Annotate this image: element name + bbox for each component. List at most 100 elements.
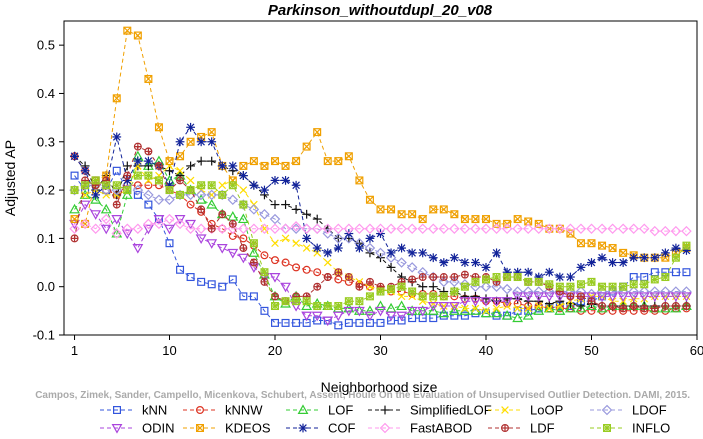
data-point-knn — [376, 318, 385, 327]
data-point-odin — [607, 292, 619, 302]
data-point-lof — [501, 310, 513, 320]
data-point-inflo — [513, 273, 522, 282]
data-point-cof — [618, 258, 628, 267]
data-point-cof — [91, 190, 101, 200]
legend-marker-cof — [298, 423, 308, 433]
data-point-ldof — [406, 262, 418, 273]
data-point-kdeos — [598, 241, 607, 250]
data-point-cof — [333, 243, 343, 253]
data-point-ldf — [671, 302, 680, 311]
data-point-knnw — [292, 263, 301, 272]
data-point-knn — [260, 306, 269, 315]
legend-item-cof: COF — [286, 421, 356, 436]
data-point-kdeos — [165, 157, 174, 166]
data-point-cof — [407, 248, 417, 258]
data-point-lof — [69, 203, 80, 214]
data-point-odin — [448, 302, 460, 312]
data-point-lof — [375, 300, 386, 311]
data-point-fastabod — [354, 223, 365, 234]
data-point-fastabod — [565, 223, 576, 234]
data-point-lof — [396, 300, 408, 311]
data-point-simplifiedlof — [502, 294, 512, 304]
data-point-odin — [670, 292, 682, 302]
data-point-odin — [533, 292, 545, 302]
data-point-simplifiedlof — [418, 282, 428, 292]
data-point-fastabod — [491, 223, 502, 234]
data-point-lof — [564, 302, 576, 313]
data-point-inflo — [587, 277, 596, 286]
data-point-knnw — [271, 256, 280, 265]
data-point-ldof — [491, 281, 502, 292]
data-point-lof — [301, 300, 313, 311]
legend-item-ldof: LDOF — [590, 403, 667, 418]
data-point-cof — [312, 243, 322, 253]
data-point-inflo — [503, 273, 512, 282]
data-point-fastabod — [79, 218, 91, 230]
data-point-kdeos — [439, 205, 448, 214]
legend-item-ldf: LDF — [488, 421, 555, 436]
data-point-knn — [397, 316, 406, 325]
data-point-inflo — [608, 282, 617, 291]
data-point-ldf — [313, 282, 322, 291]
data-point-odin — [586, 292, 597, 302]
data-point-kdeos — [460, 215, 469, 224]
x-tick-label: 20 — [268, 343, 282, 358]
data-point-lof — [195, 194, 207, 204]
legend-marker-odin — [111, 424, 123, 434]
series-layer — [69, 26, 692, 330]
data-point-kdeos — [397, 210, 406, 219]
data-point-fastabod — [554, 223, 566, 234]
legend-marker-ldof — [601, 404, 613, 416]
data-point-lof — [364, 305, 376, 315]
data-point-odin — [438, 302, 450, 312]
data-point-fastabod — [311, 223, 323, 234]
data-point-cof — [492, 248, 501, 258]
data-point-ldf — [154, 161, 163, 170]
data-point-lof — [586, 300, 597, 311]
data-point-inflo — [144, 171, 153, 180]
data-point-odin — [322, 316, 334, 327]
data-point-fastabod — [122, 223, 133, 234]
data-point-lof — [554, 305, 566, 315]
data-point-simplifiedlof — [207, 156, 217, 166]
watermark: Campos, Zimek, Sander, Campello, Micenko… — [35, 390, 690, 401]
data-point-kdeos — [387, 205, 396, 214]
data-point-knn — [334, 321, 343, 330]
data-point-cof — [428, 253, 438, 263]
data-point-inflo — [397, 282, 406, 291]
data-point-simplifiedlof — [165, 166, 174, 176]
data-point-odin — [174, 215, 186, 225]
data-point-odin — [681, 292, 692, 302]
data-point-simplifiedlof — [460, 291, 470, 301]
data-point-inflo — [619, 282, 628, 291]
chart-title: Parkinson_withoutdupl_20_v08 — [268, 2, 493, 19]
data-point-fastabod — [639, 223, 650, 234]
data-point-odin — [185, 219, 197, 230]
data-point-kdeos — [471, 215, 480, 224]
data-point-ldf — [566, 292, 575, 301]
data-point-odin — [470, 297, 481, 307]
data-point-cof — [439, 258, 449, 267]
x-tick-label: 10 — [162, 343, 176, 358]
data-point-lof — [670, 302, 682, 313]
data-point-odin — [480, 297, 492, 307]
data-point-knnw — [144, 181, 153, 190]
data-point-knn — [524, 306, 533, 315]
data-point-ldof — [364, 242, 376, 254]
data-point-cof — [608, 258, 617, 267]
data-point-cof — [133, 156, 143, 166]
data-point-ldof — [396, 257, 407, 268]
y-tick-label: 0.1 — [37, 231, 55, 246]
data-point-fastabod — [417, 223, 428, 234]
data-point-cof — [460, 258, 470, 267]
data-point-inflo — [197, 181, 206, 190]
data-point-inflo — [450, 287, 459, 296]
series-ldof — [69, 179, 692, 300]
data-point-cof — [323, 248, 333, 258]
data-point-ldf — [460, 270, 469, 279]
data-point-odin — [343, 306, 355, 317]
data-point-kdeos — [144, 74, 153, 83]
data-point-fastabod — [238, 223, 249, 234]
data-point-kdeos — [313, 128, 322, 137]
legend-label: INFLO — [632, 421, 670, 435]
